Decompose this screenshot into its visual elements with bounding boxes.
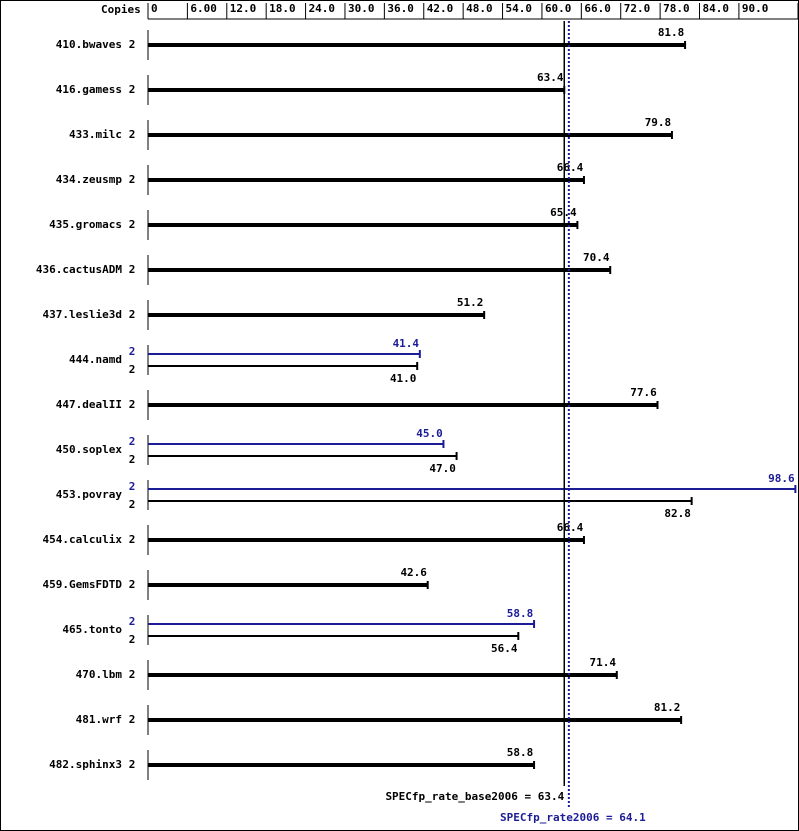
x-tick-label: 36.0 [387,2,414,15]
copies: 2 [129,533,136,546]
bar [148,635,519,637]
copies: 2 [129,83,136,96]
copies: 2 [129,578,136,591]
copies: 2 [129,480,136,493]
value-label: 47.0 [429,462,456,475]
bar [148,88,565,92]
copies: 2 [129,633,136,646]
value-label: 45.0 [416,427,443,440]
copies: 2 [129,128,136,141]
bar [148,268,611,272]
benchmark-name: 454.calculix [43,533,123,546]
copies: 2 [129,668,136,681]
benchmark-name: 436.cactusADM [36,263,122,276]
value-label: 82.8 [664,507,691,520]
bar [148,718,682,722]
copies: 2 [129,713,136,726]
copies: 2 [129,435,136,448]
copies: 2 [129,498,136,511]
copies: 2 [129,308,136,321]
benchmark-name: 435.gromacs [49,218,122,231]
benchmark-name: 453.povray [56,488,123,501]
value-label: 41.4 [393,337,420,350]
x-tick-label: 90.0 [742,2,769,15]
bar [148,403,658,407]
x-tick-label: 78.0 [663,2,690,15]
copies: 2 [129,263,136,276]
bar [148,43,686,47]
value-label: 71.4 [590,656,617,669]
reference-label: SPECfp_rate_base2006 = 63.4 [385,790,564,803]
value-label: 66.4 [557,161,584,174]
bar [148,313,485,317]
benchmark-name: 416.gamess [56,83,122,96]
value-label: 58.8 [507,607,534,620]
bar [148,500,692,502]
benchmark-name: 450.soplex [56,443,123,456]
value-label: 98.6 [768,472,795,485]
benchmark-name: 459.GemsFDTD [43,578,123,591]
value-label: 41.0 [390,372,417,385]
copies: 2 [129,615,136,628]
benchmark-name: 447.dealII [56,398,122,411]
benchmark-name: 437.leslie3d [43,308,122,321]
x-tick-label: 18.0 [269,2,296,15]
value-label: 63.4 [537,71,564,84]
value-label: 81.8 [658,26,685,39]
benchmark-name: 481.wrf [76,713,122,726]
bar [148,178,584,182]
reference-label: SPECfp_rate2006 = 64.1 [500,811,646,824]
value-label: 77.6 [630,386,657,399]
copies-header: Copies [101,3,141,16]
benchmark-name: 433.milc [69,128,122,141]
value-label: 58.8 [507,746,534,759]
bar [148,488,796,490]
value-label: 81.2 [654,701,681,714]
bar [148,133,672,137]
bar [148,583,428,587]
value-label: 70.4 [583,251,610,264]
copies: 2 [129,398,136,411]
benchmark-name: 465.tonto [62,623,122,636]
bar [148,365,418,367]
value-label: 79.8 [645,116,672,129]
x-tick-label: 24.0 [309,2,336,15]
value-label: 42.6 [400,566,427,579]
x-tick-label: 0 [151,2,158,15]
x-tick-label: 30.0 [348,2,375,15]
benchmark-name: 410.bwaves [56,38,122,51]
benchmark-name: 470.lbm [76,668,123,681]
copies: 2 [129,38,136,51]
bar [148,455,457,457]
benchmark-name: 444.namd [69,353,122,366]
x-tick-label: 54.0 [506,2,532,15]
copies: 2 [129,218,136,231]
copies: 2 [129,345,136,358]
benchmark-name: 434.zeusmp [56,173,123,186]
copies: 2 [129,453,136,466]
bar [148,443,444,445]
x-tick-label: 84.0 [703,2,730,15]
x-tick-label: 72.0 [624,2,651,15]
value-label: 56.4 [491,642,518,655]
x-tick-label: 42.0 [427,2,454,15]
copies: 2 [129,758,136,771]
x-tick-label: 6.00 [190,2,217,15]
x-tick-label: 60.0 [545,2,572,15]
value-label: 66.4 [557,521,584,534]
copies: 2 [129,173,136,186]
bar [148,673,617,677]
x-tick-label: 48.0 [466,2,493,15]
x-tick-label: 66.0 [584,2,611,15]
bar [148,538,584,542]
x-tick-label: 12.0 [230,2,257,15]
benchmark-name: 482.sphinx3 [49,758,122,771]
bar [148,763,535,767]
copies: 2 [129,363,136,376]
bar [148,353,420,355]
bar [148,623,535,625]
bar [148,223,578,227]
value-label: 51.2 [457,296,484,309]
